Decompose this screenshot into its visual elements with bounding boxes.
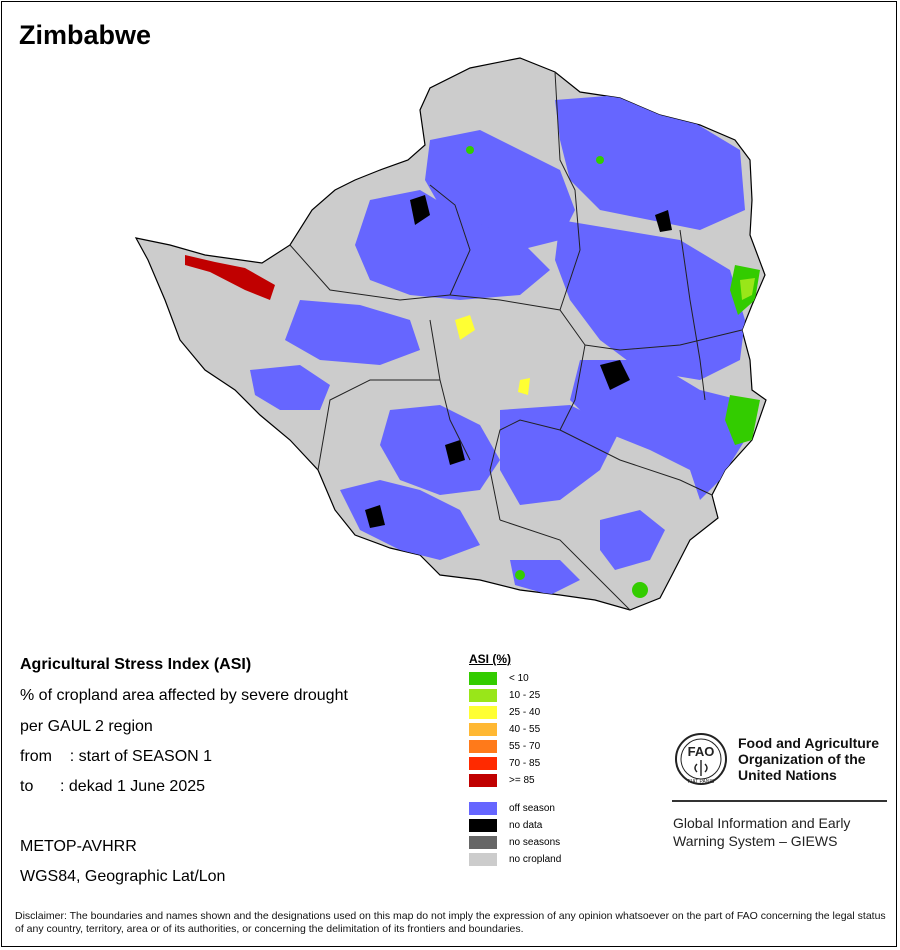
legend-label: 70 - 85 bbox=[509, 758, 541, 769]
legend-label: 10 - 25 bbox=[509, 690, 541, 701]
off-season-areas bbox=[250, 95, 745, 595]
legend-swatch bbox=[469, 757, 497, 770]
legend-label: no cropland bbox=[509, 854, 562, 865]
asi-high-areas bbox=[185, 255, 275, 300]
legend-label: off season bbox=[509, 803, 555, 814]
legend-swatch bbox=[469, 672, 497, 685]
fao-logo: FAO FIAT PANIS bbox=[675, 733, 727, 785]
legend-label: 25 - 40 bbox=[509, 707, 541, 718]
legend-label: 55 - 70 bbox=[509, 741, 541, 752]
index-title: Agricultural Stress Index (ASI) bbox=[20, 656, 252, 673]
region-level: per GAUL 2 region bbox=[20, 718, 153, 735]
legend-swatch bbox=[469, 723, 497, 736]
legend-swatch bbox=[469, 836, 497, 849]
legend-swatch bbox=[469, 819, 497, 832]
asi-yellow-areas bbox=[455, 315, 530, 395]
giews-system-name: Global Information and Early Warning Sys… bbox=[673, 815, 851, 849]
legend-swatch bbox=[469, 740, 497, 753]
legend-label: 40 - 55 bbox=[509, 724, 541, 735]
sensor-name: METOP-AVHRR bbox=[20, 838, 137, 855]
no-data-areas bbox=[365, 195, 672, 528]
map-title: Zimbabwe bbox=[19, 20, 152, 50]
map-legend: ASI (%) < 10 10 - 25 25 - 40 40 - 55 55 - 70… bbox=[469, 652, 561, 866]
admin-boundaries bbox=[289, 71, 743, 610]
legend-swatch bbox=[469, 689, 497, 702]
projection-info: WGS84, Geographic Lat/Lon bbox=[20, 868, 226, 885]
legend-label: >= 85 bbox=[509, 775, 535, 786]
legend-label: no data bbox=[509, 820, 543, 831]
zimbabwe-map bbox=[134, 57, 767, 611]
asi-moderate-areas bbox=[740, 278, 755, 300]
index-description: % of cropland area affected by severe dr… bbox=[20, 687, 348, 704]
period-to: to : dekad 1 June 2025 bbox=[20, 778, 206, 795]
legend-label: no seasons bbox=[509, 837, 561, 848]
legend-swatch bbox=[469, 706, 497, 719]
legend-label: < 10 bbox=[509, 673, 529, 684]
fao-organization-name: Food and Agriculture Organization of the… bbox=[738, 735, 880, 783]
legend-swatch bbox=[469, 802, 497, 815]
disclaimer-text: Disclaimer: The boundaries and names sho… bbox=[15, 910, 886, 935]
legend-swatch bbox=[469, 774, 497, 787]
fao-logo-text: FAO bbox=[688, 744, 715, 759]
legend-swatch bbox=[469, 853, 497, 866]
legend-title: ASI (%) bbox=[469, 652, 511, 666]
branding-divider bbox=[672, 800, 887, 802]
fao-logo-motto: FIAT PANIS bbox=[688, 779, 715, 785]
period-from: from : start of SEASON 1 bbox=[20, 748, 213, 765]
